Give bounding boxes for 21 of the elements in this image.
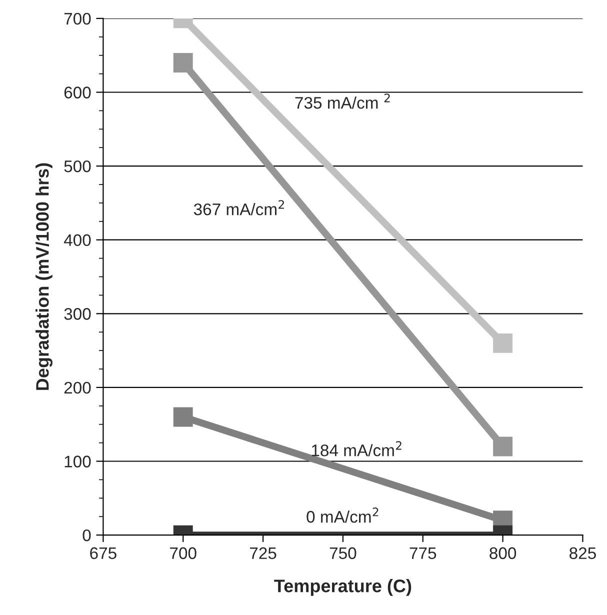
y-tick-label: 100 <box>64 456 91 468</box>
y-tick-label: 200 <box>64 382 91 394</box>
x-tick-label: 700 <box>170 547 196 560</box>
series-label: 184 mA/cm$^{2}$ <box>312 441 402 456</box>
x-tick-label: 675 <box>90 547 116 560</box>
y-axis-title: Degradation (mV/1000 hrs) <box>36 163 52 390</box>
y-tick-label: 600 <box>64 86 91 98</box>
x-tick-label: 775 <box>410 547 436 560</box>
x-tick-label: 800 <box>490 547 516 560</box>
series-label: 0 mA/cm$^{2}$ <box>306 508 378 523</box>
x-axis-title: Temperature (C) <box>274 579 412 596</box>
x-tick-label: 750 <box>330 547 356 560</box>
series-label: 367 mA/cm$^{2}$ <box>194 200 284 216</box>
y-tick-label: 500 <box>64 160 91 172</box>
y-tick-label: 700 <box>64 12 91 25</box>
x-tick-label: 725 <box>250 547 276 560</box>
series-label: 735 mA/cm $^{2}$ <box>295 94 390 109</box>
x-tick-label: 825 <box>570 547 596 560</box>
y-tick-label: 0 <box>82 529 91 542</box>
y-tick-label: 300 <box>64 308 91 320</box>
y-tick-label: 400 <box>64 234 91 246</box>
